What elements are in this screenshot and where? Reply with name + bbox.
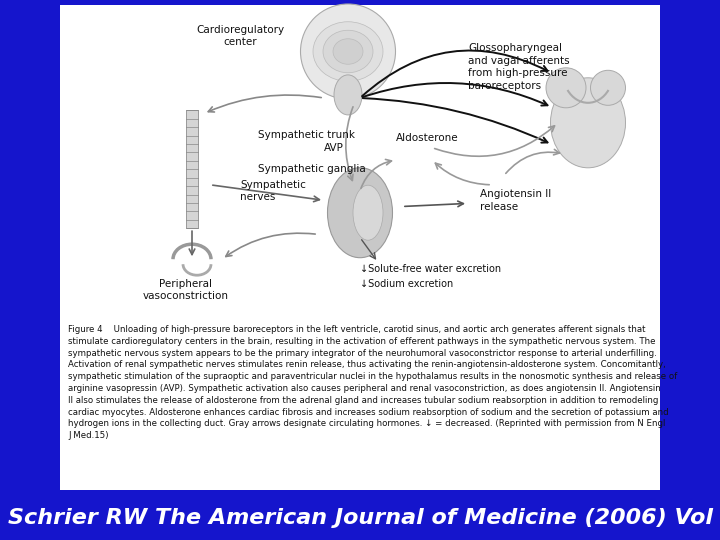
Ellipse shape: [334, 75, 362, 115]
Text: Sympathetic
nerves: Sympathetic nerves: [240, 180, 306, 202]
Ellipse shape: [590, 70, 626, 105]
Text: Sympathetic ganglia: Sympathetic ganglia: [258, 164, 366, 174]
Ellipse shape: [353, 185, 383, 240]
Ellipse shape: [546, 68, 586, 108]
Text: Sympathetic trunk: Sympathetic trunk: [258, 130, 355, 140]
Ellipse shape: [300, 4, 395, 99]
Text: Schrier RW The American Journal of Medicine (2006) Vol 119 (7A), S47–S53: Schrier RW The American Journal of Medic…: [8, 508, 720, 528]
Bar: [60, 5, 660, 490]
Ellipse shape: [328, 168, 392, 258]
Text: Angiotensin II
release: Angiotensin II release: [480, 189, 552, 212]
Text: Aldosterone: Aldosterone: [396, 133, 459, 143]
Text: Glossopharyngeal
and vagal afferents
from high-pressure
baroreceptors: Glossopharyngeal and vagal afferents fro…: [468, 43, 570, 91]
Text: Figure 4    Unloading of high-pressure baroreceptors in the left ventricle, caro: Figure 4 Unloading of high-pressure baro…: [68, 325, 678, 440]
Ellipse shape: [313, 22, 383, 81]
Ellipse shape: [551, 78, 626, 168]
Ellipse shape: [323, 30, 373, 73]
Text: ↓Solute-free water excretion: ↓Solute-free water excretion: [360, 264, 501, 273]
Ellipse shape: [333, 39, 363, 64]
Text: Cardioregulatory
center: Cardioregulatory center: [196, 25, 284, 47]
Text: AVP: AVP: [324, 143, 344, 153]
Bar: [186, 110, 198, 228]
Text: Peripheral
vasoconstriction: Peripheral vasoconstriction: [143, 279, 229, 301]
Text: ↓Sodium excretion: ↓Sodium excretion: [360, 279, 454, 289]
